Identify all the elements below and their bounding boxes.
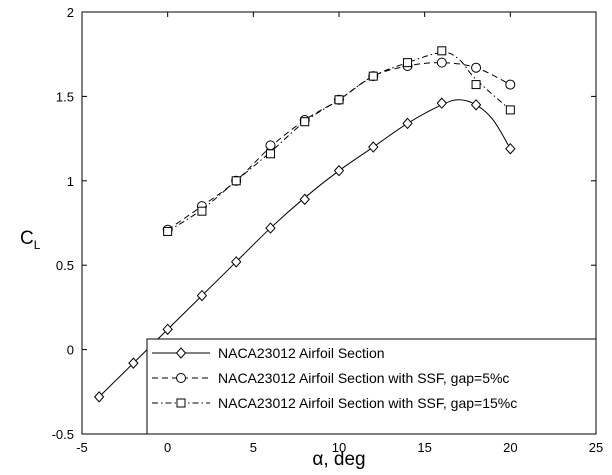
x-axis-label: α, deg [312,449,365,470]
circle-marker [471,62,482,73]
x-tick-label: -5 [76,440,88,455]
legend-box [146,338,597,435]
diamond-marker [175,347,187,359]
x-tick-label: 20 [503,440,517,455]
y-axis-label: CL [20,228,41,252]
series-layer [93,46,516,403]
diamond-marker [162,323,173,336]
diamond-marker [196,289,208,302]
x-tick-label: 0 [164,440,171,455]
y-tick-label: 1.5 [56,89,74,104]
y-tick-label: 2 [67,5,74,20]
y-tick-label: 0 [67,343,74,358]
circle-marker [265,140,276,151]
series-diamond [93,97,516,403]
legend-label: NACA23012 Airfoil Section [218,345,385,361]
legend-entry: NACA23012 Airfoil Section with SSF, gap=… [152,370,509,386]
circle-marker [176,373,186,383]
diamond-marker [93,391,105,403]
x-tick-label: 25 [589,440,603,455]
y-tick-label: 1 [67,174,74,189]
diamond-marker [299,193,310,206]
diamond-marker [333,164,345,177]
diamond-marker [436,97,447,109]
square-marker [437,46,447,56]
x-tick-label: 5 [250,440,257,455]
diamond-marker [128,357,139,369]
legend: NACA23012 Airfoil Section NACA23012 Airfo… [146,338,597,435]
square-marker [163,226,173,236]
circle-marker [505,79,516,90]
legend-label: NACA23012 Airfoil Section with SSF, gap=… [218,395,517,411]
legend-entry: NACA23012 Airfoil Section with SSF, gap=… [152,395,517,411]
y-tick-label: -0.5 [52,427,74,442]
x-tick-label: 10 [332,440,346,455]
square-marker [265,149,275,159]
legend-entry: NACA23012 Airfoil Section [152,345,385,361]
series-square [163,46,515,236]
diamond-marker [470,99,482,111]
square-marker [505,105,515,115]
square-marker [334,95,344,105]
y-axis-label-subscript: L [34,238,41,252]
diamond-marker [231,256,242,268]
diamond-marker [402,117,413,130]
legend-label: NACA23012 Airfoil Section with SSF, gap=… [218,370,509,386]
diamond-marker [505,142,516,155]
y-tick-label: 0.5 [56,258,74,273]
diamond-marker [265,222,276,234]
square-marker [231,176,241,186]
y-axis-label-main: C [20,228,34,249]
diamond-marker [368,141,379,153]
square-marker [403,58,413,68]
square-marker [197,206,207,216]
x-tick-label: 15 [417,440,431,455]
square-marker [300,117,310,127]
square-marker [368,71,378,81]
circle-marker [436,57,447,68]
square-marker [471,80,481,90]
square-marker [176,398,186,408]
